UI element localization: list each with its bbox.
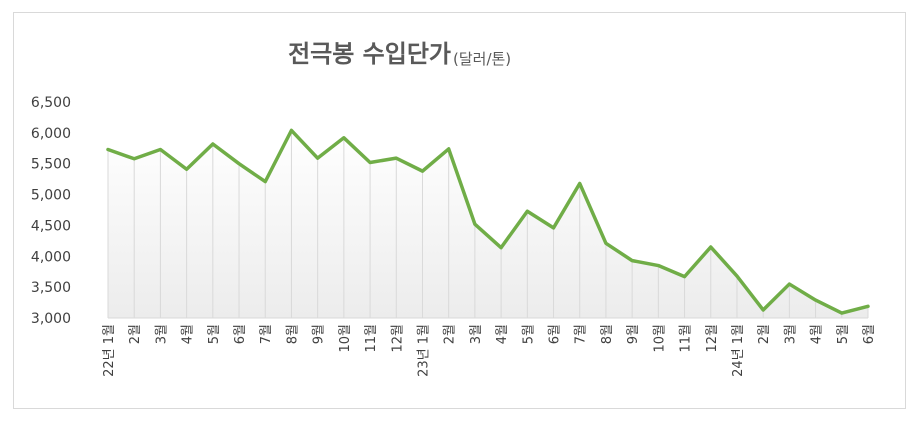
y-tick-label: 6,500 [31,95,71,111]
x-tick-label: 11월 [679,324,694,353]
chart-frame [13,12,906,409]
x-tick-label: 11월 [364,324,379,353]
x-axis: 22년 1월 2월 3월 4월 5월 6월 7월 8월 9월 10월 11월 12월 23년 1월 2월 3… [102,324,877,377]
x-tick-label: 23년 1월 [416,324,431,377]
y-tick-label: 3,000 [31,311,71,327]
x-tick-label: 22년 1월 [102,324,117,377]
y-tick-label: 4,500 [31,218,71,234]
x-tick-label: 12월 [705,324,720,353]
x-tick-label: 6월 [233,324,248,344]
chart-title: 전극봉 수입단가 [288,40,451,68]
x-tick-label: 4월 [181,324,196,344]
x-tick-label: 9월 [312,324,327,344]
x-tick-label: 12월 [390,324,405,353]
x-tick-label: 6월 [862,324,877,344]
x-tick-label: 2월 [443,324,458,344]
series-line [106,128,870,315]
x-tick-label: 5월 [836,324,851,344]
x-tick-label: 5월 [521,324,536,344]
x-tick-label: 3월 [469,324,484,344]
y-tick-label: 6,000 [31,126,71,142]
area-fill [108,130,868,318]
x-tick-label: 3월 [154,324,169,344]
x-tick-label: 6월 [548,324,563,344]
x-tick-label: 7월 [259,324,274,344]
x-tick-label: 10월 [338,324,353,353]
x-tick-label: 2월 [757,324,772,344]
y-tick-label: 5,000 [31,188,71,204]
x-tick-label: 3월 [783,324,798,344]
y-tick-label: 4,000 [31,249,71,265]
x-tick-label: 24년 1월 [731,324,746,377]
x-tick-label: 9월 [626,324,641,344]
y-tick-label: 5,500 [31,157,71,173]
y-tick-label: 3,500 [31,280,71,296]
y-axis: 3,000 3,500 4,000 4,500 5,000 5,500 6,000 6,500 [31,95,71,327]
drop-lines [107,130,869,318]
x-tick-label: 4월 [495,324,510,344]
x-tick-label: 10월 [652,324,667,353]
x-tick-label: 8월 [600,324,615,344]
x-tick-label: 8월 [285,324,300,344]
x-tick-label: 7월 [574,324,589,344]
x-tick-label: 4월 [810,324,825,344]
x-tick-label: 2월 [128,324,143,344]
chart-title-unit: (달러/톤) [453,50,511,68]
x-tick-label: 5월 [207,324,222,344]
